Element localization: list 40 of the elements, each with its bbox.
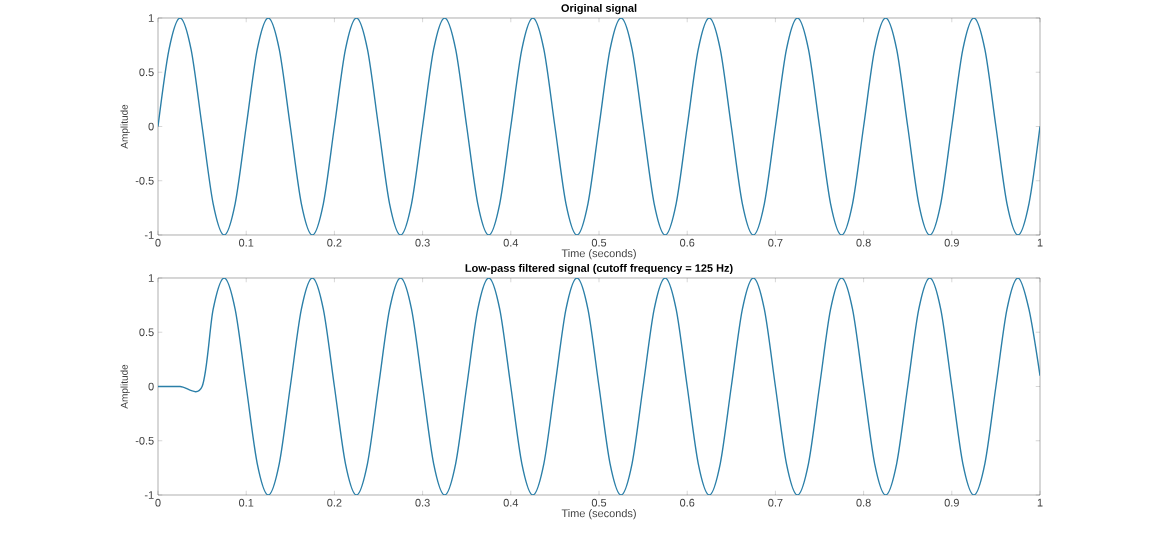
- y-tick-label: 0: [148, 122, 154, 131]
- x-tick-label: 1: [1037, 238, 1043, 247]
- y-tick-label: 1: [148, 14, 154, 22]
- y-tick-label: 1: [148, 274, 154, 282]
- y-tick-label: 0.5: [139, 328, 154, 337]
- x-tick-label: 0.2: [327, 238, 342, 247]
- y-axis-title: Amplitude: [120, 104, 130, 149]
- x-tick-label: 0.7: [768, 238, 783, 247]
- x-tick-label: 0.9: [944, 238, 959, 247]
- x-tick-label: 0.7: [768, 498, 783, 507]
- x-tick-label: 0: [155, 238, 161, 247]
- x-tick-label: 0.9: [944, 498, 959, 507]
- chart-title: Original signal: [561, 3, 637, 15]
- x-tick-label: 0.8: [856, 498, 871, 507]
- chart-title: Low-pass filtered signal (cutoff frequency = 125 Hz): [465, 263, 733, 275]
- x-tick-label: 0.3: [415, 238, 430, 247]
- x-tick-label: 0.4: [503, 238, 519, 247]
- y-tick-label: -1: [144, 491, 154, 499]
- x-tick-label: 1: [1037, 498, 1043, 507]
- y-tick-label: -1: [144, 231, 154, 239]
- y-tick-label: 0.5: [139, 68, 154, 77]
- line-series: [158, 278, 1041, 495]
- y-tick-label: 0: [148, 382, 154, 391]
- y-tick-label: -0.5: [135, 436, 154, 445]
- x-axis-title: Time (seconds): [561, 249, 636, 260]
- x-tick-label: 0.6: [680, 238, 695, 247]
- y-axis-title: Amplitude: [120, 364, 130, 409]
- x-axis-title: Time (seconds): [561, 509, 636, 520]
- x-tick-label: 0.6: [680, 498, 695, 507]
- x-tick-label: 0.8: [856, 238, 871, 247]
- x-tick-label: 0.2: [327, 498, 342, 507]
- x-tick-label: 0.5: [591, 238, 607, 247]
- y-tick-label: -0.5: [135, 176, 154, 185]
- x-tick-label: 0.1: [239, 498, 254, 507]
- x-tick-label: 0.3: [415, 498, 430, 507]
- x-tick-label: 0.4: [503, 498, 519, 507]
- line-series: [158, 17, 1041, 235]
- x-tick-label: 0.1: [239, 238, 254, 247]
- x-tick-label: 0.5: [591, 498, 607, 507]
- x-tick-label: 0: [155, 498, 161, 507]
